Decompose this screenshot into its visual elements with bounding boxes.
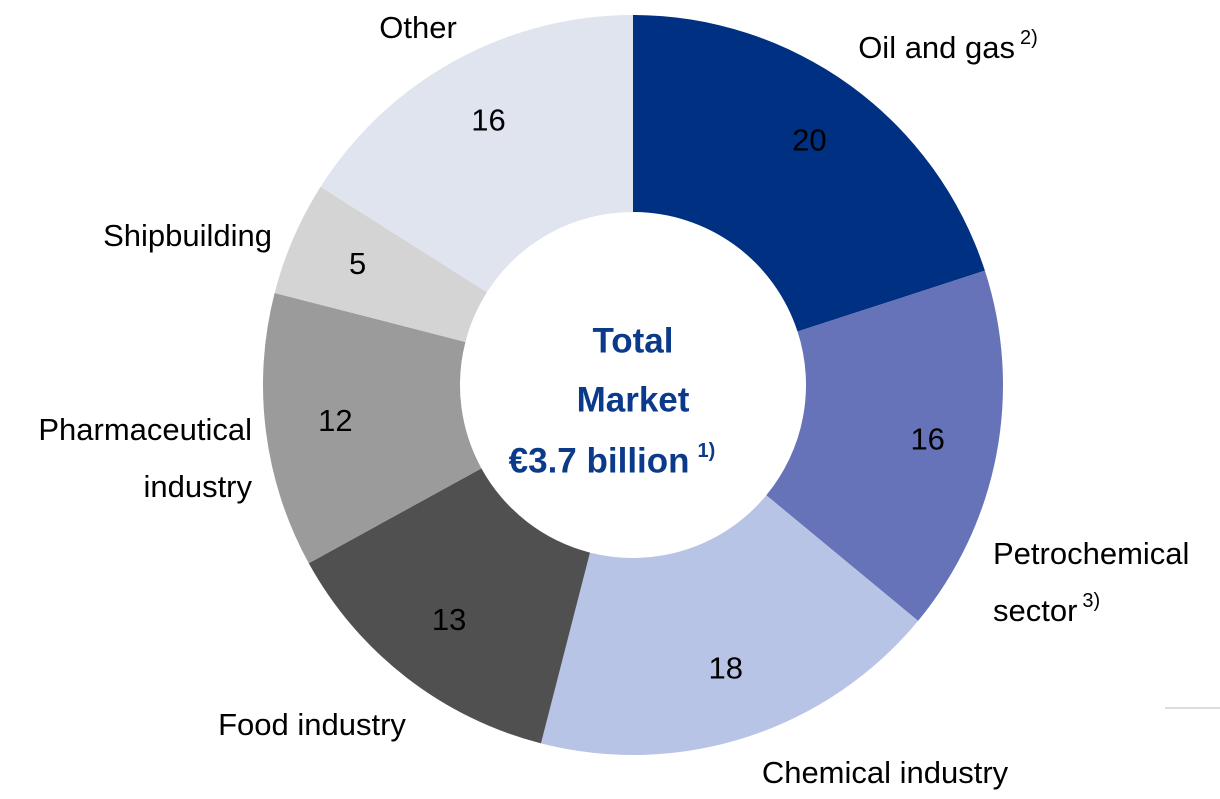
donut-slice xyxy=(766,270,1003,621)
center-text: Market xyxy=(577,380,690,419)
category-label: Oil and gas 2) xyxy=(858,27,1038,65)
category-label: Chemical industry xyxy=(762,755,1009,790)
category-label: Petrochemical sector 3) xyxy=(993,536,1189,628)
value-label: 20 xyxy=(792,122,826,157)
value-label: 12 xyxy=(318,403,352,438)
center-text: €3.7 billion 1) xyxy=(509,440,716,480)
footnote: 2) xyxy=(1020,27,1038,49)
center-text: Total xyxy=(592,321,673,360)
value-label: 18 xyxy=(708,651,742,686)
value-label: 16 xyxy=(910,421,944,456)
category-label: Pharmaceutical industry xyxy=(38,412,252,504)
value-label: 5 xyxy=(349,246,366,281)
footnote: 1) xyxy=(698,440,716,462)
value-label: 16 xyxy=(471,102,505,137)
footnote: 3) xyxy=(1082,590,1100,612)
category-label: Other xyxy=(379,10,457,45)
donut-slice xyxy=(633,15,985,332)
donut-slice xyxy=(263,292,482,564)
donut-slice xyxy=(308,468,590,744)
value-label: 13 xyxy=(432,602,466,637)
donut-slice xyxy=(274,186,487,342)
donut-slice xyxy=(540,495,919,756)
category-label: Food industry xyxy=(218,707,406,742)
donut-slice xyxy=(320,15,633,293)
category-label: Shipbuilding xyxy=(103,218,272,253)
